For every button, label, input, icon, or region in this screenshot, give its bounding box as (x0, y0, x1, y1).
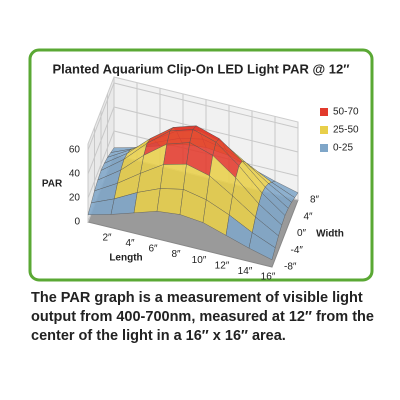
legend-label: 0-25 (333, 143, 353, 154)
x-tick-label: 12″ (215, 260, 230, 271)
y-tick-label: 4″ (304, 211, 314, 222)
x-tick-label: 10″ (192, 255, 207, 266)
y-tick-label: -4″ (291, 245, 304, 256)
y-axis-label: Width (316, 229, 344, 240)
z-tick-label: 40 (69, 169, 81, 180)
x-tick-label: 6″ (148, 244, 158, 255)
x-tick-label: 4″ (125, 238, 135, 249)
z-tick-label: 20 (69, 193, 81, 204)
y-tick-label: 8″ (310, 195, 320, 206)
y-tick-label: -8″ (284, 262, 297, 273)
surface-patch (160, 163, 187, 190)
legend-label: 25-50 (333, 125, 359, 136)
z-tick-label: 60 (69, 145, 81, 156)
chart-title: Planted Aquarium Clip-On LED Light PAR @… (53, 61, 350, 76)
chart: Planted Aquarium Clip-On LED Light PAR @… (28, 48, 374, 283)
surface-patch (163, 142, 190, 165)
x-axis-label: Length (109, 253, 142, 264)
legend-swatch (320, 144, 328, 152)
surface-patch (156, 188, 184, 215)
legend-swatch (320, 108, 328, 116)
z-axis-label: PAR (42, 179, 63, 190)
legend-label: 50-70 (333, 107, 359, 118)
surface-patch (166, 129, 194, 145)
x-tick-label: 2″ (102, 232, 112, 243)
y-tick-label: 0″ (297, 228, 307, 239)
surface-patch (248, 232, 276, 261)
x-tick-label: 14″ (238, 266, 253, 277)
caption: The PAR graph is a measurement of visibl… (31, 290, 374, 344)
legend-swatch (320, 126, 328, 134)
z-tick-label: 0 (74, 217, 80, 228)
x-tick-label: 16″ (261, 272, 276, 283)
x-tick-label: 8″ (171, 249, 181, 260)
